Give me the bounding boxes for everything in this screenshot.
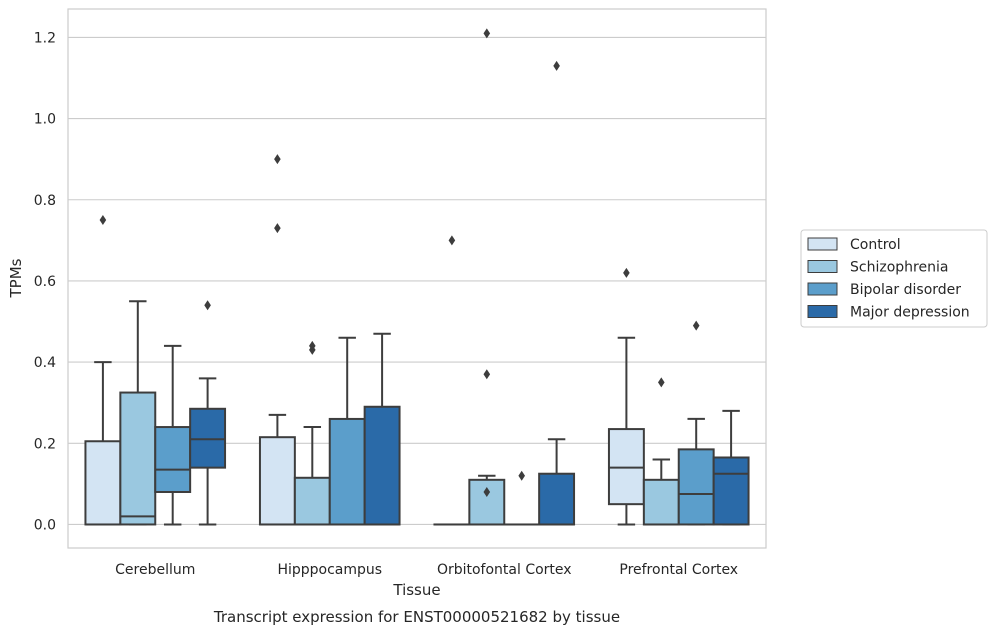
y-axis-title: TPMs [7, 258, 25, 298]
box-iqr [642, 478, 680, 526]
y-tick-label: 0.4 [34, 355, 56, 371]
box-major-depression [712, 409, 750, 526]
outlier-point [483, 486, 491, 497]
box-schizophrenia [468, 28, 506, 526]
box-bipolar-disorder [154, 344, 192, 526]
box-iqr [119, 391, 157, 526]
x-tick-label: Orbitofontal Cortex [437, 562, 572, 578]
outlier-point [204, 300, 211, 311]
outlier-point [553, 60, 560, 71]
box-control [258, 154, 296, 526]
y-tick-label: 1.0 [34, 112, 56, 128]
legend-label: Schizophrenia [850, 260, 948, 276]
chart-caption: Transcript expression for ENST0000052168… [213, 608, 620, 626]
box-iqr [677, 448, 715, 526]
x-ticks: Cerebellum Hipppocampus Orbitofontal Corte… [115, 562, 738, 578]
legend: Control Schizophrenia Bipolar disorder Majo… [800, 229, 988, 328]
box-major-depression [363, 332, 401, 526]
box-iqr [258, 436, 296, 526]
outlier-point [274, 154, 281, 165]
x-tick-label: Prefrontal Cortex [619, 562, 738, 578]
box-iqr [84, 440, 122, 526]
box-major-depression [189, 300, 227, 526]
box-schizophrenia [293, 340, 331, 526]
outlier-point [448, 235, 456, 246]
outlier-point [623, 267, 630, 278]
box-iqr [607, 428, 645, 506]
outlier-point [518, 470, 525, 481]
box-iqr [328, 417, 366, 526]
box-iqr [154, 426, 192, 493]
legend-swatch [807, 260, 838, 273]
legend-label: Major depression [850, 305, 970, 321]
box-bipolar-disorder [328, 336, 366, 526]
legend-label: Control [850, 237, 901, 253]
outlier-point [309, 340, 316, 351]
x-axis-title: Tissue [392, 581, 440, 599]
box-schizophrenia [119, 300, 157, 526]
boxes [84, 28, 750, 526]
box-bipolar-disorder [677, 320, 715, 526]
box-iqr [468, 478, 506, 526]
x-tick-label: Cerebellum [115, 562, 195, 578]
legend-swatch [807, 237, 838, 251]
y-ticks: 0.0 0.2 0.4 0.6 0.8 1.0 1.2 [34, 30, 56, 533]
box-control [607, 267, 645, 526]
legend-swatch [807, 305, 838, 318]
outlier-point [483, 28, 491, 39]
outlier-point [274, 223, 281, 234]
x-tick-label: Hipppocampus [277, 562, 382, 578]
outlier-point [483, 369, 491, 380]
y-tick-label: 1.2 [34, 30, 56, 46]
box-iqr [189, 407, 227, 469]
box-iqr [363, 405, 401, 526]
box-iqr [712, 456, 750, 526]
outlier-point [658, 377, 665, 388]
box-control [433, 235, 471, 526]
box-schizophrenia [642, 377, 680, 526]
legend-swatch [807, 282, 838, 296]
y-tick-label: 0.8 [34, 193, 56, 209]
y-tick-label: 0.0 [34, 517, 56, 533]
outlier-point [99, 215, 107, 226]
box-iqr [538, 472, 576, 526]
outlier-point [692, 320, 700, 331]
box-control [84, 215, 122, 526]
y-tick-label: 0.6 [34, 274, 56, 290]
y-tick-label: 0.2 [34, 436, 56, 452]
legend-label: Bipolar disorder [850, 282, 961, 298]
box-iqr [293, 476, 331, 526]
box-major-depression [538, 60, 576, 526]
legend-frame [800, 229, 988, 328]
